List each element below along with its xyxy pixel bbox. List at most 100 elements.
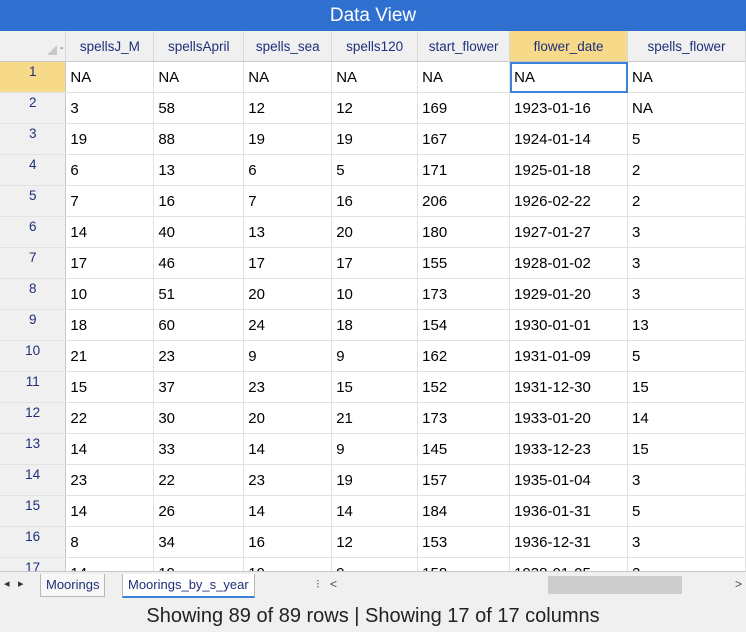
scroll-left-icon[interactable]: < — [330, 577, 338, 591]
table-cell[interactable]: 155 — [417, 247, 511, 279]
row-header[interactable]: 10 — [0, 340, 67, 372]
table-cell[interactable]: 1931-12-30 — [509, 371, 629, 403]
table-cell[interactable]: 40 — [153, 216, 245, 248]
table-cell[interactable]: 1926-02-22 — [509, 185, 629, 217]
table-cell[interactable]: 5 — [627, 495, 746, 527]
row-header[interactable]: 8 — [0, 278, 67, 310]
table-cell[interactable]: 15 — [65, 371, 155, 403]
row-header[interactable]: 6 — [0, 216, 67, 248]
table-cell[interactable]: 22 — [65, 402, 155, 434]
scroll-right-icon[interactable]: > — [734, 577, 742, 591]
column-header[interactable]: spellsApril — [153, 31, 245, 62]
table-cell[interactable]: 13 — [627, 309, 746, 341]
table-cell[interactable]: NA — [417, 61, 511, 93]
table-cell[interactable]: 3 — [627, 247, 746, 279]
table-cell[interactable]: 180 — [417, 216, 511, 248]
horizontal-scrollbar-thumb[interactable] — [548, 576, 682, 594]
table-cell[interactable]: 17 — [243, 247, 333, 279]
table-cell[interactable]: 173 — [417, 278, 511, 310]
table-cell[interactable]: 9 — [331, 557, 419, 571]
table-cell[interactable]: 10 — [65, 278, 155, 310]
table-cell[interactable]: 15 — [627, 371, 746, 403]
table-cell[interactable]: 14 — [243, 495, 333, 527]
data-grid[interactable]: - spellsJ_M spellsApril spells_sea spells12… — [0, 31, 746, 571]
table-cell[interactable]: 23 — [65, 464, 155, 496]
table-cell[interactable]: 2 — [627, 154, 746, 186]
table-cell[interactable]: 1935-01-04 — [509, 464, 629, 496]
table-cell[interactable]: 19 — [243, 123, 333, 155]
table-cell[interactable]: NA — [627, 61, 746, 93]
table-cell[interactable]: 21 — [65, 340, 155, 372]
table-cell[interactable]: 37 — [153, 371, 245, 403]
table-cell[interactable]: 1931-01-09 — [509, 340, 629, 372]
table-cell[interactable]: 157 — [417, 464, 511, 496]
table-cell[interactable]: 171 — [417, 154, 511, 186]
table-cell[interactable]: 17 — [65, 247, 155, 279]
row-header[interactable]: 1 — [0, 61, 67, 93]
table-cell[interactable]: NA — [331, 61, 419, 93]
table-cell[interactable]: 19 — [243, 557, 333, 571]
table-cell[interactable]: 34 — [153, 526, 245, 558]
table-cell[interactable]: 5 — [627, 123, 746, 155]
table-cell[interactable]: 158 — [417, 557, 511, 571]
table-cell[interactable]: 184 — [417, 495, 511, 527]
row-header[interactable]: 16 — [0, 526, 67, 558]
table-cell[interactable]: 16 — [153, 185, 245, 217]
table-cell[interactable]: 1927-01-27 — [509, 216, 629, 248]
table-cell[interactable]: 14 — [65, 433, 155, 465]
table-cell[interactable]: 167 — [417, 123, 511, 155]
row-header[interactable]: 9 — [0, 309, 67, 341]
table-cell[interactable]: 12 — [331, 92, 419, 124]
column-header[interactable]: spells_flower — [627, 31, 746, 62]
table-cell[interactable]: 20 — [243, 278, 333, 310]
table-cell[interactable]: 3 — [627, 216, 746, 248]
table-cell[interactable]: 22 — [153, 464, 245, 496]
table-cell[interactable]: 3 — [627, 464, 746, 496]
table-cell[interactable]: 16 — [243, 526, 333, 558]
table-cell[interactable]: 8 — [65, 526, 155, 558]
column-header[interactable]: spells120 — [331, 31, 419, 62]
table-cell[interactable]: 15 — [331, 371, 419, 403]
table-cell[interactable]: 1925-01-18 — [509, 154, 629, 186]
table-cell[interactable]: 3 — [627, 278, 746, 310]
table-cell[interactable]: 20 — [331, 216, 419, 248]
table-cell[interactable]: 162 — [417, 340, 511, 372]
table-cell[interactable]: 16 — [331, 185, 419, 217]
column-header[interactable]: start_flower — [417, 31, 511, 62]
table-cell[interactable]: NA — [509, 61, 629, 93]
table-cell[interactable]: 1933-01-20 — [509, 402, 629, 434]
table-cell[interactable]: 14 — [331, 495, 419, 527]
column-header[interactable]: flower_date — [509, 31, 629, 62]
table-cell[interactable]: 20 — [243, 402, 333, 434]
table-cell[interactable]: 19 — [331, 123, 419, 155]
table-cell[interactable]: 153 — [417, 526, 511, 558]
table-cell[interactable]: 30 — [153, 402, 245, 434]
table-cell[interactable]: NA — [153, 61, 245, 93]
table-cell[interactable]: 14 — [65, 495, 155, 527]
row-header[interactable]: 3 — [0, 123, 67, 155]
tab-next-icon[interactable]: ▸ — [18, 578, 24, 590]
select-all-corner[interactable]: - — [0, 31, 67, 62]
table-cell[interactable]: 1930-01-01 — [509, 309, 629, 341]
table-cell[interactable]: NA — [627, 92, 746, 124]
table-cell[interactable]: 19 — [65, 123, 155, 155]
table-cell[interactable]: 21 — [331, 402, 419, 434]
table-cell[interactable]: 7 — [243, 185, 333, 217]
table-cell[interactable]: 6 — [65, 154, 155, 186]
table-cell[interactable]: 1923-01-16 — [509, 92, 629, 124]
table-cell[interactable]: 23 — [243, 371, 333, 403]
table-cell[interactable]: 169 — [417, 92, 511, 124]
table-cell[interactable]: 14 — [65, 216, 155, 248]
table-cell[interactable]: 23 — [243, 464, 333, 496]
table-cell[interactable]: 1929-01-20 — [509, 278, 629, 310]
tab-moorings-by-s-year[interactable]: Moorings_by_s_year — [122, 574, 255, 598]
table-cell[interactable]: 5 — [331, 154, 419, 186]
table-cell[interactable]: 17 — [331, 247, 419, 279]
table-cell[interactable]: 3 — [65, 92, 155, 124]
table-cell[interactable]: 12 — [331, 526, 419, 558]
table-cell[interactable]: 14 — [627, 402, 746, 434]
table-cell[interactable]: 23 — [153, 340, 245, 372]
table-cell[interactable]: 13 — [243, 216, 333, 248]
table-cell[interactable]: 14 — [243, 433, 333, 465]
table-cell[interactable]: 13 — [153, 154, 245, 186]
